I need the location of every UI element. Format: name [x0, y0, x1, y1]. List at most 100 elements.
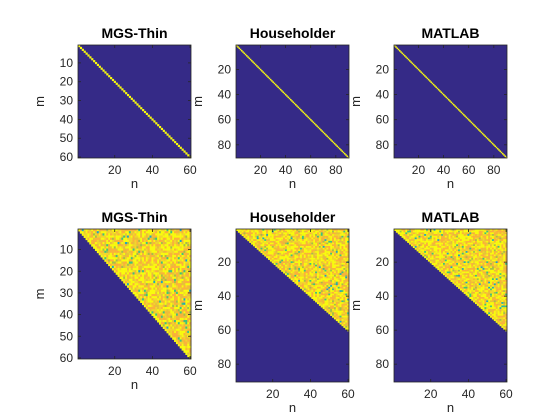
triangle-cell — [123, 233, 126, 236]
triangle-cell — [145, 298, 148, 301]
triangle-cell — [313, 291, 316, 294]
triangle-cell — [463, 230, 466, 233]
diagonal-cell — [331, 140, 333, 142]
triangle-cell — [326, 298, 329, 301]
triangle-cell — [185, 276, 188, 280]
triangle-cell — [296, 261, 299, 264]
triangle-cell — [490, 230, 493, 233]
triangle-cell — [328, 266, 331, 269]
triangle-cell — [292, 259, 295, 262]
triangle-cell — [412, 239, 416, 242]
triangle-cell — [284, 271, 288, 274]
y-tick-label: 10 — [60, 56, 74, 70]
triangle-cell — [333, 283, 337, 286]
triangle-cell — [326, 300, 329, 303]
triangle-cell — [290, 237, 293, 240]
triangle-cell — [307, 251, 310, 254]
triangle-cell — [121, 265, 124, 269]
triangle-cell — [256, 244, 259, 247]
triangle-cell — [335, 230, 338, 233]
triangle-cell — [497, 246, 500, 248]
triangle-cell — [162, 320, 165, 323]
triangle-cell — [175, 274, 179, 277]
triangle-cell — [424, 230, 427, 233]
triangle-cell — [347, 290, 350, 293]
triangle-cell — [347, 302, 350, 305]
triangle-cell — [488, 244, 491, 247]
triangle-cell — [495, 240, 498, 243]
triangle-cell — [168, 259, 171, 262]
y-tick-label: 60 — [218, 323, 232, 337]
triangle-cell — [493, 229, 496, 231]
triangle-cell — [471, 237, 474, 240]
triangle-cell — [335, 247, 338, 250]
triangle-cell — [324, 251, 327, 254]
triangle-cell — [463, 235, 466, 238]
triangle-cell — [431, 237, 434, 240]
triangle-cell — [333, 295, 337, 298]
triangle-cell — [311, 244, 314, 247]
triangle-cell — [322, 246, 325, 248]
triangle-cell — [478, 232, 481, 235]
triangle-cell — [493, 240, 496, 243]
triangle-cell — [145, 261, 148, 264]
diagonal-cell — [483, 134, 485, 136]
triangle-cell — [254, 244, 258, 247]
triangle-cell — [277, 256, 280, 259]
triangle-cell — [187, 354, 190, 358]
triangle-cell — [106, 237, 109, 241]
triangle-cell — [155, 257, 158, 260]
triangle-cell — [187, 307, 190, 310]
triangle-cell — [416, 247, 419, 250]
triangle-cell — [281, 232, 284, 235]
triangle-cell — [333, 252, 337, 255]
triangle-cell — [284, 232, 288, 235]
triangle-cell — [313, 247, 316, 250]
triangle-cell — [147, 252, 150, 256]
triangle-cell — [339, 303, 342, 306]
triangle-cell — [236, 229, 239, 231]
triangle-cell — [175, 237, 179, 241]
triangle-cell — [187, 298, 190, 301]
triangle-cell — [158, 229, 162, 232]
triangle-cell — [296, 247, 299, 250]
triangle-cell — [128, 265, 132, 269]
triangle-cell — [333, 240, 337, 243]
triangle-cell — [149, 302, 152, 306]
triangle-cell — [185, 328, 188, 332]
triangle-cell — [459, 230, 463, 233]
triangle-cell — [149, 242, 152, 245]
triangle-cell — [283, 264, 286, 267]
triangle-cell — [136, 274, 139, 277]
triangle-cell — [157, 307, 160, 310]
triangle-cell — [187, 276, 190, 280]
triangle-cell — [435, 237, 438, 240]
triangle-cell — [160, 287, 164, 290]
triangle-cell — [252, 242, 256, 245]
triangle-cell — [258, 247, 261, 250]
triangle-cell — [414, 234, 417, 237]
triangle-cell — [328, 303, 331, 306]
diagonal-cell — [326, 135, 328, 137]
triangle-cell — [322, 307, 325, 310]
triangle-cell — [426, 234, 429, 237]
triangle-cell — [177, 237, 180, 241]
triangle-cell — [328, 283, 331, 286]
triangle-cell — [313, 274, 316, 277]
triangle-cell — [189, 278, 192, 282]
triangle-cell — [474, 234, 478, 237]
triangle-cell — [333, 310, 337, 313]
triangle-cell — [262, 242, 265, 245]
triangle-cell — [309, 281, 312, 284]
triangle-cell — [142, 229, 145, 232]
triangle-cell — [123, 278, 126, 282]
triangle-cell — [322, 281, 325, 284]
triangle-cell — [134, 235, 137, 238]
triangle-cell — [251, 240, 254, 243]
triangle-cell — [326, 247, 329, 250]
triangle-cell — [426, 246, 429, 248]
triangle-cell — [403, 230, 406, 233]
triangle-cell — [96, 231, 100, 234]
